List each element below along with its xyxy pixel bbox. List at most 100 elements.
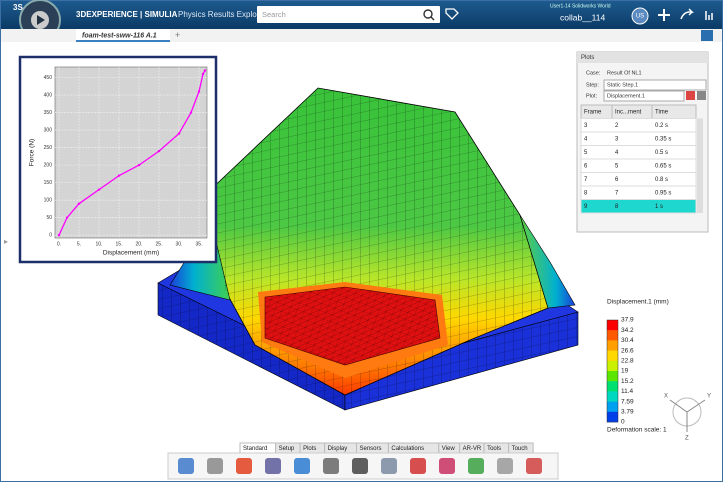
dashboard-icon[interactable] xyxy=(705,11,713,20)
add-icon[interactable] xyxy=(658,9,670,21)
y-tick-label: 200 xyxy=(44,162,53,168)
curve-point xyxy=(201,72,205,76)
table-row[interactable] xyxy=(580,185,697,200)
curve-point xyxy=(57,233,61,237)
plot-tool[interactable] xyxy=(686,91,695,100)
legend-value: 11.4 xyxy=(621,388,634,395)
step-select[interactable] xyxy=(603,79,707,91)
toolbar-icon[interactable] xyxy=(468,458,484,474)
table-row[interactable] xyxy=(580,145,697,160)
toolbar-icon[interactable] xyxy=(294,458,310,474)
legend-border xyxy=(606,319,619,423)
legend-title: Displacement.1 (mm) xyxy=(607,299,669,306)
table-cell: 2 xyxy=(615,123,619,129)
toolbar-tab-label: Tools xyxy=(487,446,501,452)
legend-value: 26.6 xyxy=(621,347,634,354)
toolbar-icon[interactable] xyxy=(526,458,542,474)
app-name: Physics Results Explo... xyxy=(178,10,263,19)
search-icon[interactable] xyxy=(423,9,433,19)
avatar[interactable] xyxy=(631,7,649,25)
table-row[interactable] xyxy=(580,118,697,133)
x-tick-label: 35. xyxy=(196,241,203,247)
table-cell: 0.5 s xyxy=(655,150,668,156)
legend-value: 3.79 xyxy=(621,409,634,416)
color-legend: 37.9 34.2 30.4 26.6 22.8 19 15.2 11.4 7.59 3.79 0 xyxy=(606,317,634,426)
search-box[interactable] xyxy=(257,6,440,23)
table-cell: 6 xyxy=(584,163,588,169)
tag-icon[interactable] xyxy=(445,8,459,20)
table-row[interactable] xyxy=(580,131,697,146)
tab-bar xyxy=(1,29,722,42)
collab-space[interactable]: collab__114 xyxy=(560,12,605,22)
step-value: Static Step.1 xyxy=(607,82,638,88)
frames-table: Frame Inc...ment Time 3 2 0.2 s 4 3 0.35 s 5 4 0.5 … xyxy=(580,104,703,214)
toolbar-tab-label: Sensors xyxy=(360,446,382,452)
toolbar-icon[interactable] xyxy=(323,458,339,474)
triad-axis xyxy=(669,399,688,413)
panel-header xyxy=(577,52,708,63)
curve-point xyxy=(189,111,193,114)
table-row[interactable] xyxy=(580,158,697,173)
toolbar-icon[interactable] xyxy=(236,458,252,474)
y-tick-label: 50 xyxy=(46,215,52,221)
toolbar-icon[interactable] xyxy=(381,458,397,474)
table-cell: 3 xyxy=(615,136,619,142)
toolbar-tab-label: AR-VR xyxy=(463,446,482,452)
curve-point xyxy=(77,202,81,205)
curve-point xyxy=(177,132,181,135)
triad: X Y Z xyxy=(664,394,711,442)
table-cell: 3 xyxy=(584,123,588,129)
legend-value: 7.59 xyxy=(621,398,634,405)
side-handle[interactable]: ▸ xyxy=(4,237,8,246)
scrollbar[interactable] xyxy=(697,118,703,214)
search-placeholder: Search xyxy=(262,10,286,19)
x-tick-label: 15. xyxy=(116,241,123,247)
table-row[interactable] xyxy=(580,172,697,187)
toolbar-icon[interactable] xyxy=(265,458,281,474)
legend-value: 22.8 xyxy=(621,358,634,365)
legend-band xyxy=(607,391,618,402)
table-cell: 8 xyxy=(584,190,588,196)
x-tick-label: 25. xyxy=(156,241,163,247)
x-tick-label: 0. xyxy=(57,241,61,247)
table-cell: 4 xyxy=(584,136,588,142)
table-cell: 5 xyxy=(615,163,619,169)
base-mesh xyxy=(158,283,345,410)
plot-select[interactable] xyxy=(603,90,685,102)
play-icon xyxy=(37,15,45,25)
force-curve xyxy=(58,70,206,236)
toolbar-icon[interactable] xyxy=(497,458,513,474)
table-cell: 0.65 s xyxy=(655,163,671,169)
toolbar-icon[interactable] xyxy=(178,458,194,474)
action-icons xyxy=(178,458,542,474)
curve-point xyxy=(65,216,69,219)
legend-band xyxy=(607,411,618,423)
new-tab[interactable]: + xyxy=(175,30,180,40)
fullscreen-button[interactable] xyxy=(701,30,713,41)
active-tab[interactable] xyxy=(76,29,170,42)
share-icon[interactable] xyxy=(680,8,695,20)
plot-area xyxy=(54,66,208,239)
toolbar-tab-label: Touch xyxy=(512,446,528,452)
case-label: Case: xyxy=(586,70,601,76)
toolbar-tab-label: Standard xyxy=(243,446,267,452)
legend-band xyxy=(607,360,618,372)
toolbar-icon[interactable] xyxy=(439,458,455,474)
toolbar-icon[interactable] xyxy=(207,458,223,474)
toolbar-tab-label: Plots xyxy=(303,446,316,452)
legend-band xyxy=(607,401,618,413)
y-tick-label: 250 xyxy=(44,145,53,151)
plot-edit[interactable] xyxy=(697,91,706,100)
step-label: Step: xyxy=(586,82,599,88)
table-cell: 1 s xyxy=(655,204,663,210)
table-row[interactable] xyxy=(580,199,697,214)
y-tick-label: 300 xyxy=(44,127,53,133)
legend-value: 19 xyxy=(621,368,629,375)
plot-value: Displacement.1 xyxy=(607,93,645,99)
toolbar-icon[interactable] xyxy=(410,458,426,474)
model-view xyxy=(157,87,579,411)
toolbar-icon[interactable] xyxy=(352,458,368,474)
user-info: User1-14 Solidworks World xyxy=(550,3,611,9)
column-header-label: Frame xyxy=(584,109,602,115)
